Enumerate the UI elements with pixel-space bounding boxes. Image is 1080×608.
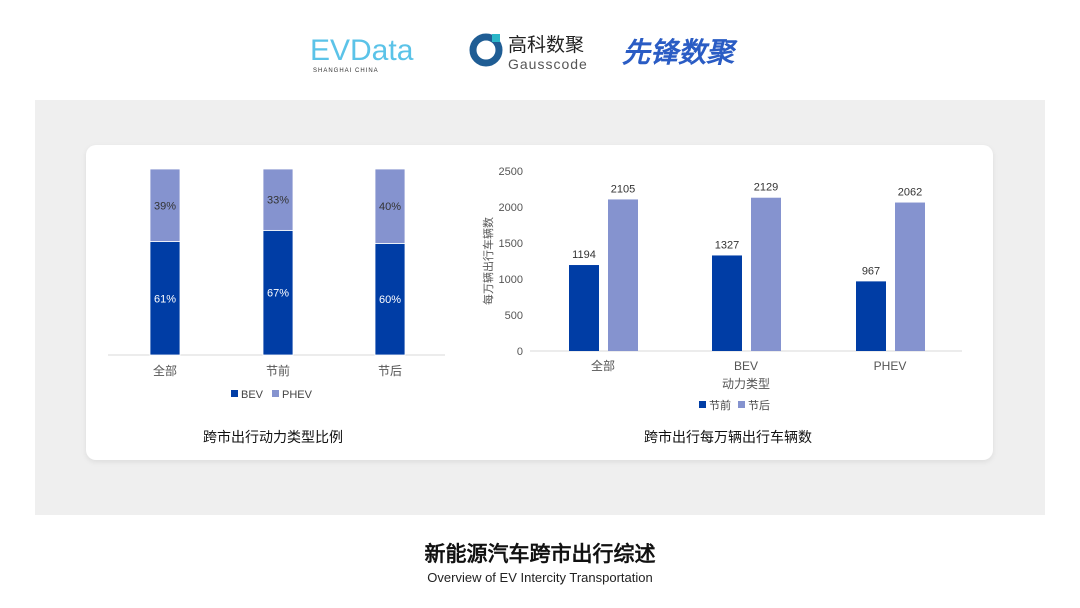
bar-bev bbox=[149, 241, 181, 356]
legend-swatch bbox=[231, 390, 238, 397]
y-tick-label: 500 bbox=[505, 310, 523, 322]
data-label: 33% bbox=[267, 195, 289, 207]
bar-bev bbox=[374, 242, 406, 356]
legend-swatch bbox=[738, 401, 745, 408]
gausscode-logo: 高科数聚 Gausscode bbox=[469, 33, 588, 72]
legend-label: BEV bbox=[241, 389, 264, 401]
bar-节后 bbox=[895, 202, 925, 351]
legend-swatch bbox=[272, 390, 279, 397]
x-tick-label: 全部 bbox=[591, 358, 615, 373]
bar-节前 bbox=[712, 255, 742, 351]
evdata-logo-text: EVData bbox=[310, 34, 414, 67]
x-axis-title: 动力类型 bbox=[722, 377, 770, 391]
data-label: 2062 bbox=[898, 187, 922, 199]
page-subtitle: Overview of EV Intercity Transportation bbox=[427, 570, 653, 585]
gausscode-logo-cn: 高科数聚 bbox=[508, 34, 584, 56]
legend-label: PHEV bbox=[282, 389, 313, 401]
legend-swatch bbox=[699, 401, 706, 408]
bar-节前 bbox=[856, 281, 886, 351]
chart-title: 跨市出行动力类型比例 bbox=[203, 429, 343, 445]
evdata-logo: EVData SHANGHAI CHINA bbox=[310, 34, 414, 74]
data-label: 2129 bbox=[754, 182, 778, 194]
gausscode-logo-en: Gausscode bbox=[508, 56, 588, 72]
chart-title: 跨市出行每万辆出行车辆数 bbox=[644, 429, 812, 445]
legend-label: 节后 bbox=[748, 399, 770, 412]
bar-节后 bbox=[608, 199, 638, 351]
y-tick-label: 1500 bbox=[499, 238, 523, 250]
data-label: 1327 bbox=[715, 239, 739, 251]
x-tick-label: BEV bbox=[734, 359, 758, 373]
bar-节后 bbox=[751, 197, 781, 351]
data-label: 67% bbox=[267, 288, 289, 300]
data-label: 61% bbox=[154, 293, 176, 305]
x-tick-label: PHEV bbox=[874, 359, 907, 373]
x-tick-label: 全部 bbox=[153, 363, 177, 378]
bar-phev bbox=[149, 168, 181, 242]
x-tick-label: 节后 bbox=[378, 364, 402, 378]
bar-phev bbox=[374, 168, 406, 244]
y-tick-label: 0 bbox=[517, 346, 523, 358]
bar-bev bbox=[262, 229, 294, 356]
chart-card bbox=[86, 145, 993, 460]
data-label: 40% bbox=[379, 201, 401, 213]
data-label: 60% bbox=[379, 294, 401, 306]
data-label: 2105 bbox=[611, 183, 635, 195]
evdata-logo-sub: SHANGHAI CHINA bbox=[313, 68, 379, 74]
y-tick-label: 1000 bbox=[499, 274, 523, 286]
data-label: 39% bbox=[154, 200, 176, 212]
bar-节前 bbox=[569, 265, 599, 351]
x-tick-label: 节前 bbox=[266, 363, 290, 378]
data-label: 1194 bbox=[572, 249, 596, 261]
y-tick-label: 2000 bbox=[499, 202, 523, 214]
logo-bar: EVData SHANGHAI CHINA 高科数聚 Gausscode 先锋数… bbox=[0, 24, 1080, 74]
y-tick-label: 2500 bbox=[499, 166, 523, 178]
data-label: 967 bbox=[862, 265, 880, 277]
y-axis-title: 每万辆出行车辆数 bbox=[481, 217, 495, 305]
page-title: 新能源汽车跨市出行综述 bbox=[424, 542, 656, 566]
legend-label: 节前 bbox=[709, 398, 731, 412]
xianfeng-logo: 先锋数聚 bbox=[622, 37, 738, 68]
bar-phev bbox=[262, 168, 294, 231]
